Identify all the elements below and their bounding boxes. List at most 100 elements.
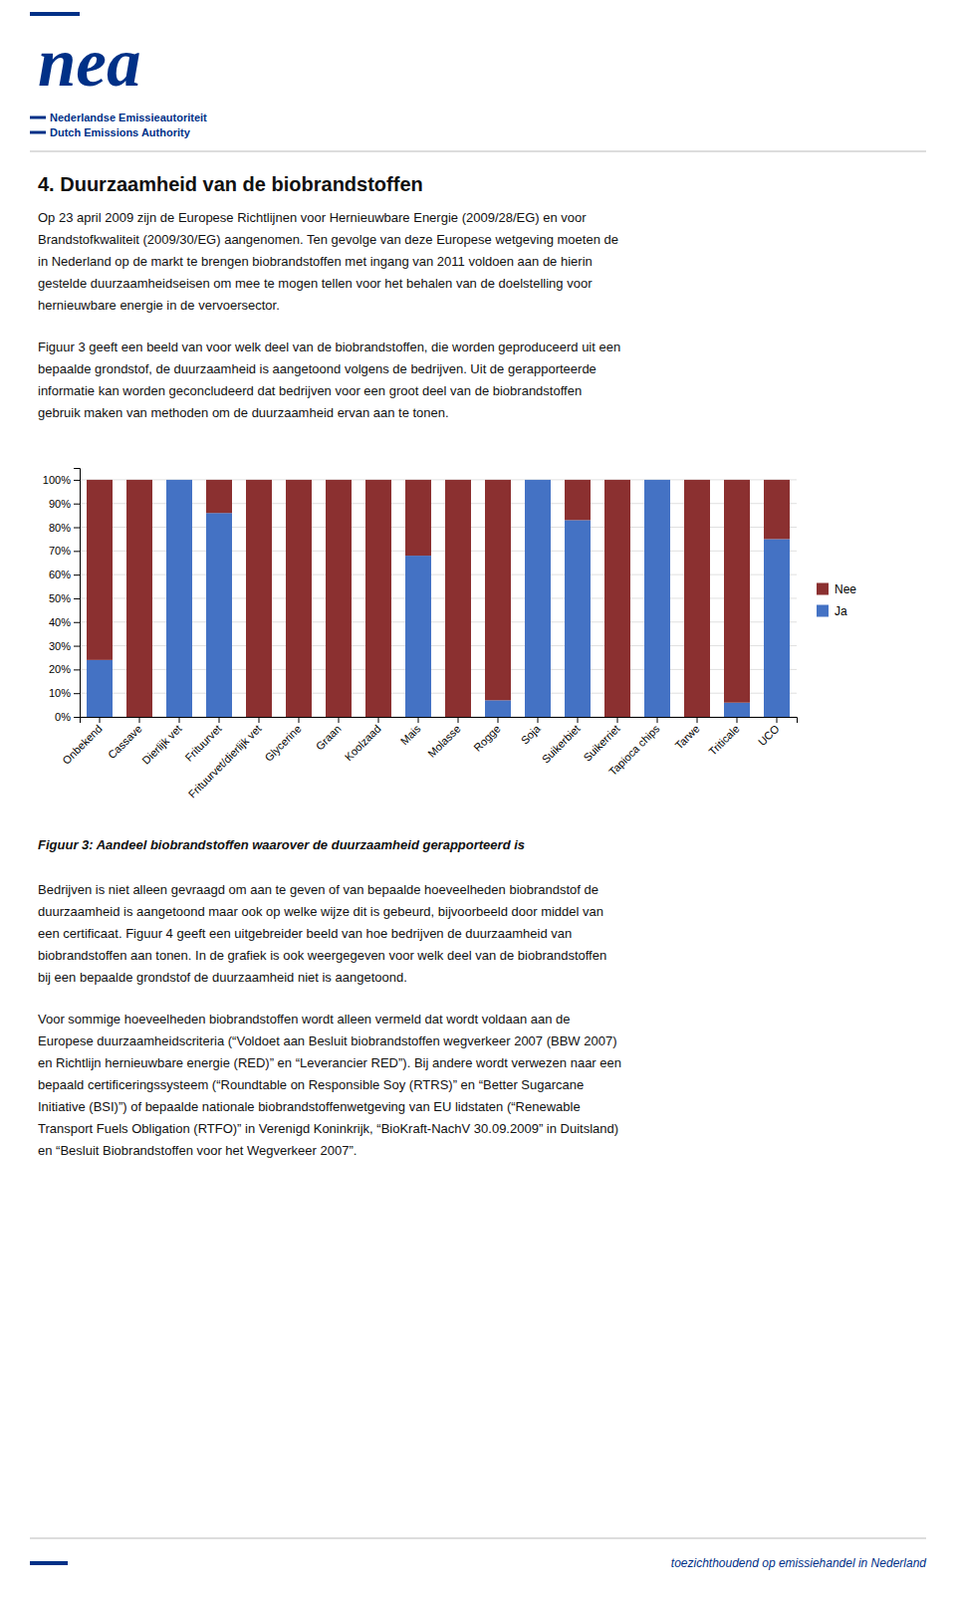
- tick-mark: [73, 622, 80, 624]
- tick-mark: [697, 717, 699, 723]
- grid: [79, 479, 797, 717]
- paragraph: Figuur 3 geeft een beeld van voor welk d…: [37, 339, 621, 421]
- bar: [684, 479, 711, 717]
- tick-mark: [73, 646, 80, 648]
- legend-item: Nee: [816, 582, 857, 597]
- tick-mark: [617, 717, 619, 723]
- tick-label: 90%: [48, 497, 71, 510]
- bar: [723, 479, 750, 704]
- tick: 20%: [48, 663, 80, 676]
- heading: 4. Duurzaamheid van de biobrandstoffen: [37, 173, 424, 196]
- paragraph-line: en Richtlijn hernieuwbare energie (RED)”…: [37, 1055, 622, 1071]
- bar: [245, 479, 272, 717]
- paragraph-line: Voor sommige hoeveelheden biobrandstoffe…: [37, 1011, 571, 1027]
- tick-label: Frituurvet: [182, 722, 224, 764]
- tick: UCO: [755, 717, 782, 748]
- paragraph-line: Op 23 april 2009 zijn de Europese Richtl…: [37, 210, 587, 226]
- tick-mark: [73, 693, 80, 695]
- tick-mark: [458, 717, 460, 723]
- legend-swatch: [816, 583, 829, 596]
- bar: [484, 700, 511, 717]
- tick: Koolzaad: [342, 717, 384, 763]
- page: neaNederlandse EmissieautoriteitDutch Em…: [0, 0, 956, 1600]
- tick: 10%: [48, 687, 80, 700]
- tick-label: Graan: [313, 722, 344, 753]
- y-axis: 0%10%20%30%40%50%60%70%80%90%100%: [42, 469, 81, 724]
- bar: [325, 479, 352, 717]
- tick: 40%: [48, 616, 80, 629]
- paragraph-line: bepaald certificeringssysteem (“Roundtab…: [37, 1077, 584, 1093]
- tick-label: Suikerbiet: [539, 722, 583, 766]
- tick: 30%: [48, 640, 80, 653]
- logo-bar: [29, 11, 80, 16]
- bar: [763, 479, 790, 540]
- tick-label: UCO: [755, 721, 782, 748]
- bar: [86, 479, 113, 661]
- tick: Rogge: [471, 717, 502, 754]
- caption: Figuur 3: Aandeel biobrandstoffen waarov…: [37, 837, 525, 853]
- bar: [763, 538, 790, 717]
- tick-mark: [73, 669, 80, 671]
- tick-mark: [298, 717, 300, 723]
- bar: [166, 478, 193, 480]
- tick-label: Triticale: [706, 722, 741, 758]
- bar: [166, 479, 193, 717]
- paragraph-line: bepaalde grondstof, de duurzaamheid is a…: [37, 361, 597, 377]
- paragraph: Voor sommige hoeveelheden biobrandstoffe…: [37, 1011, 622, 1159]
- paragraph-line: Transport Fuels Obligation (RTFO)” in Ve…: [37, 1121, 619, 1137]
- tick-mark: [73, 527, 80, 529]
- paragraph: Bedrijven is niet alleen gevraagd om aan…: [37, 882, 607, 985]
- tick-label: Dierlijk vet: [139, 722, 184, 767]
- bar: [86, 660, 113, 717]
- tick-mark: [73, 598, 80, 600]
- tick: Onbekend: [59, 717, 104, 767]
- tick-mark: [73, 717, 80, 718]
- tick: Mais: [398, 717, 424, 747]
- bar: [285, 479, 312, 717]
- tick-label: Onbekend: [59, 722, 104, 767]
- legend-item: Ja: [816, 604, 848, 619]
- tick-mark: [497, 717, 499, 723]
- paragraph-line: bij een bepaalde grondstof de duurzaamhe…: [37, 969, 408, 985]
- tick-label: 30%: [48, 640, 71, 653]
- tick-label: 70%: [48, 544, 71, 557]
- tick-mark: [99, 717, 101, 723]
- tick-label: Koolzaad: [342, 722, 384, 764]
- paragraph-line: Figuur 3 geeft een beeld van voor welk d…: [37, 339, 621, 355]
- tick: 60%: [48, 568, 80, 581]
- tick-label: Molasse: [425, 722, 463, 760]
- tick-label: 10%: [48, 687, 71, 700]
- bar: [206, 479, 233, 513]
- tick-label: Frituurvet/dierlijk vet: [186, 722, 264, 801]
- logo-line: [29, 116, 46, 120]
- paragraph-line: Brandstofkwaliteit (2009/30/EG) aangenom…: [37, 232, 619, 247]
- tick-mark: [378, 717, 380, 723]
- footer: toezichthoudend op emissiehandel in Nede…: [671, 1556, 928, 1571]
- tick-mark: [73, 574, 80, 576]
- bar: [126, 479, 153, 717]
- bar: [524, 479, 551, 717]
- tick-mark: [537, 717, 539, 723]
- legend: Nee Ja: [816, 582, 857, 619]
- bar: [405, 555, 432, 717]
- authority-name: Nederlandse Emissieautoriteit: [49, 111, 208, 124]
- tick: 0%: [54, 711, 80, 723]
- tick: Triticale: [706, 717, 741, 758]
- tick-label: Tarwe: [672, 722, 702, 752]
- paragraph-line: duurzaamheid is aangetoond maar ook op w…: [37, 904, 604, 920]
- paragraph-line: in Nederland op de markt te brengen biob…: [37, 253, 593, 269]
- bar: [524, 478, 551, 480]
- tick: Tapioca chips: [606, 717, 663, 778]
- x-axis: OnbekendCassaveDierlijk vetFrituurvetFri…: [59, 717, 797, 801]
- tick-label: 100%: [42, 474, 71, 486]
- bar: [604, 479, 631, 717]
- tick: Graan: [313, 717, 344, 753]
- axis-line: [80, 717, 798, 724]
- tick: Suikerriet: [580, 717, 622, 764]
- tick-mark: [736, 717, 738, 723]
- paragraph: Op 23 april 2009 zijn de Europese Richtl…: [37, 210, 619, 313]
- footer-bar: [29, 1561, 68, 1566]
- tick: 50%: [48, 592, 80, 605]
- tick-label: Tapioca chips: [606, 721, 663, 778]
- tick-mark: [73, 550, 80, 552]
